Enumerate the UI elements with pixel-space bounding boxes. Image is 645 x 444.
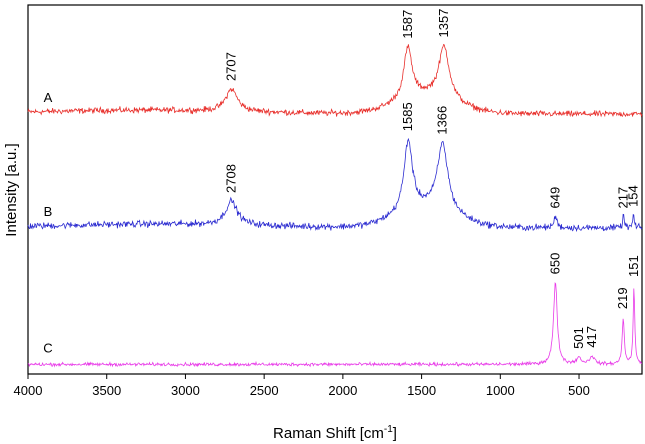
peak-label-C-417: 417 <box>584 326 599 348</box>
series-line-A <box>27 43 643 118</box>
x-tick-label: 2000 <box>328 383 357 398</box>
y-axis-label: Intensity [a.u.] <box>3 143 20 236</box>
peak-label-C-219: 219 <box>615 287 630 309</box>
x-tick-label: 2500 <box>250 383 279 398</box>
peak-label-B-1366: 1366 <box>435 106 450 135</box>
x-tick-label: 1500 <box>407 383 436 398</box>
series-line-B <box>27 137 643 233</box>
x-tick-label: 3000 <box>171 383 200 398</box>
peak-label-A-2707: 2707 <box>224 52 239 81</box>
x-axis-label: Raman Shift [cm-1] <box>273 424 397 442</box>
peak-label-B-217: 217 <box>616 187 631 209</box>
series-name-C: C <box>43 340 52 355</box>
peak-label-A-1357: 1357 <box>436 9 451 38</box>
peak-label-B-2708: 2708 <box>223 164 238 193</box>
series-line-C <box>27 282 643 368</box>
series-layer <box>27 43 643 368</box>
peak-label-C-650: 650 <box>547 253 562 275</box>
peak-label-B-649: 649 <box>548 187 563 209</box>
peak-label-C-501: 501 <box>571 327 586 349</box>
peak-label-C-151: 151 <box>626 255 641 277</box>
peak-label-B-1585: 1585 <box>400 102 415 131</box>
x-tick-label: 4000 <box>14 383 43 398</box>
x-axis-ticks: 4000 3500 3000 2500 2000 1500 1000 500 <box>14 374 590 398</box>
peak-label-A-1587: 1587 <box>400 10 415 39</box>
series-name-B: B <box>44 204 53 219</box>
x-tick-label: 500 <box>568 383 590 398</box>
plot-frame <box>27 4 643 375</box>
x-tick-label: 1000 <box>486 383 515 398</box>
series-name-A: A <box>44 90 53 105</box>
peak-label-B-154: 154 <box>625 185 640 207</box>
x-tick-label: 3500 <box>92 383 121 398</box>
